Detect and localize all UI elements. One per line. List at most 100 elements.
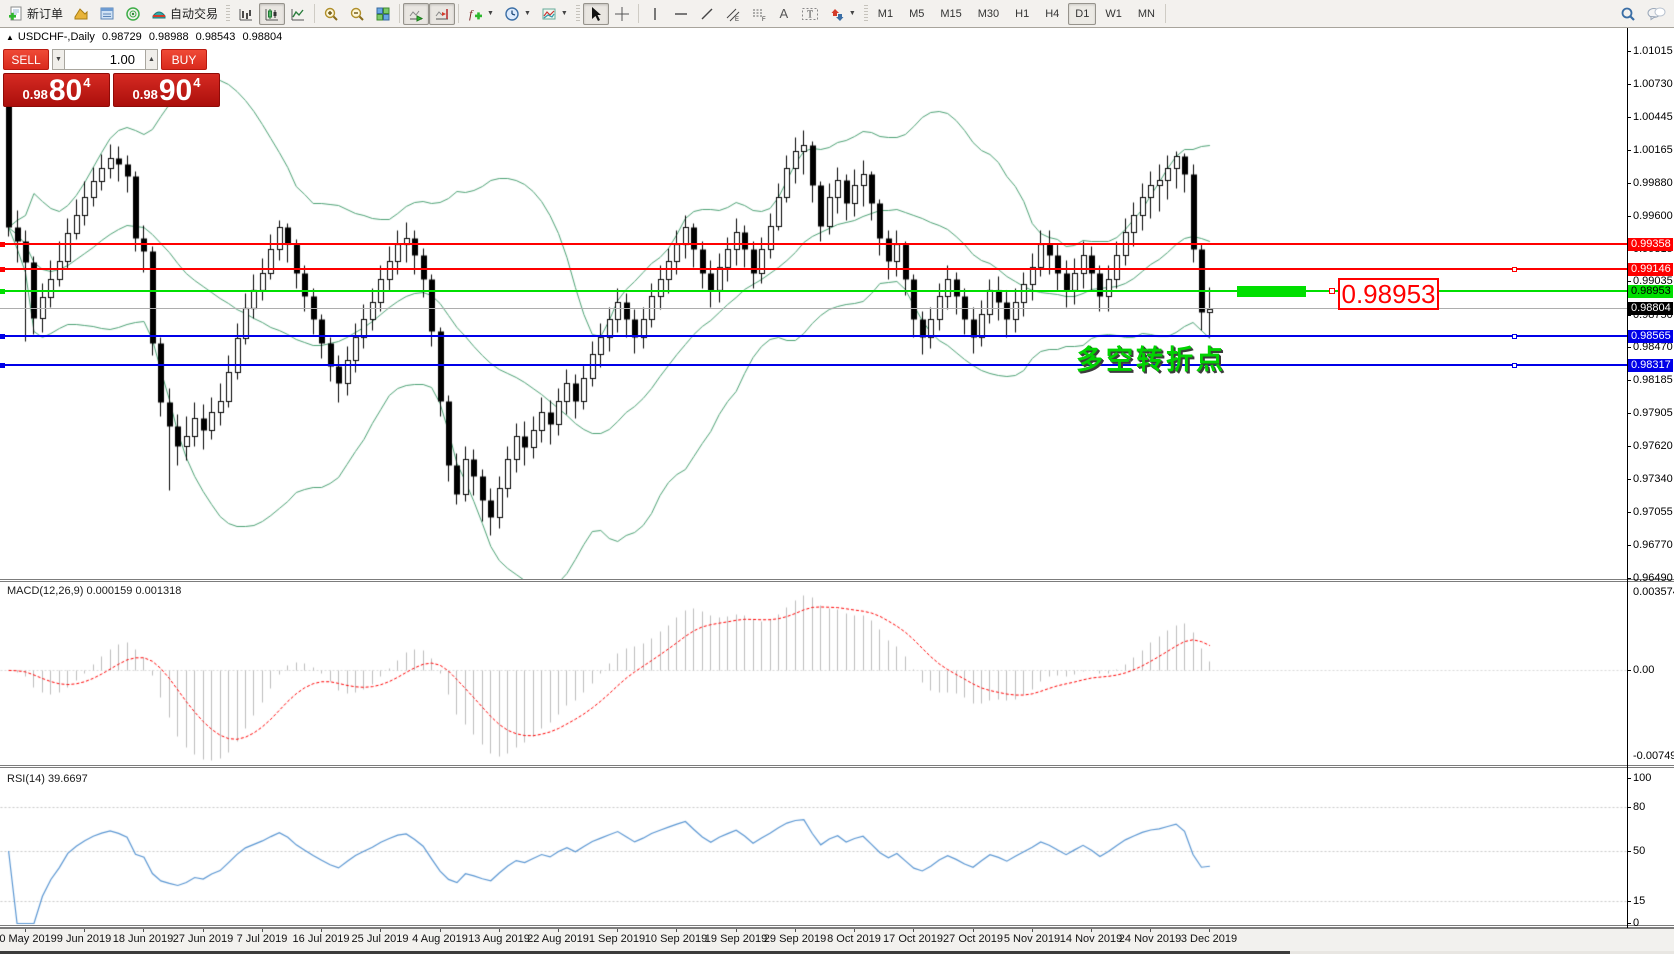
chart-shift-icon	[434, 6, 450, 22]
crosshair-icon	[614, 6, 630, 22]
price-axis-tick	[1627, 512, 1631, 513]
periods-button[interactable]: ▼	[499, 3, 536, 25]
toolbar-separator	[1164, 4, 1166, 23]
highlight-rectangle-object[interactable]	[1237, 286, 1306, 297]
buy-price-panel[interactable]: 0.98 90 4	[113, 73, 220, 107]
hline-object[interactable]	[0, 243, 1627, 245]
rsi-axis-label: 15	[1633, 895, 1646, 907]
symbol-header: ▲ USDCHF-,Daily 0.98729 0.98988 0.98543 0…	[6, 31, 286, 43]
hline-right-handle[interactable]	[1512, 334, 1517, 339]
macd-canvas[interactable]	[0, 582, 1627, 765]
price-axis-tick	[1627, 380, 1631, 381]
svg-text:f: f	[469, 7, 474, 21]
market-watch-icon	[99, 6, 115, 22]
market-watch-button[interactable]	[94, 3, 120, 25]
indicators-button[interactable]: f ▼	[462, 3, 499, 25]
sell-price-panel[interactable]: 0.98 80 4	[3, 73, 110, 107]
timeframe-D1[interactable]: D1	[1068, 2, 1097, 25]
callout-anchor-handle[interactable]	[1329, 288, 1335, 294]
timeframe-W1[interactable]: W1	[1105, 7, 1122, 20]
timeframe-H4[interactable]: H4	[1045, 7, 1060, 20]
templates-button[interactable]: ▼	[536, 3, 573, 25]
price-axis-label: 0.98185	[1633, 374, 1673, 386]
arrows-tool-button[interactable]: ▼	[824, 3, 861, 25]
hline-right-handle[interactable]	[1512, 267, 1517, 272]
price-axis-tick	[1627, 578, 1631, 579]
arrows-icon	[829, 6, 845, 22]
price-callout-object[interactable]: 0.98953	[1338, 278, 1439, 310]
time-axis-tick	[1032, 929, 1033, 932]
signals-button[interactable]	[120, 3, 146, 25]
date-label: 24 Nov 2019	[1118, 933, 1182, 945]
time-axis-tick	[440, 929, 441, 932]
search-button[interactable]	[1615, 3, 1641, 25]
volume-increase-button[interactable]: ▲	[145, 49, 158, 70]
trendline-tool-button[interactable]	[694, 3, 720, 25]
hline-object[interactable]	[0, 335, 1627, 337]
rsi-axis-tick	[1627, 923, 1631, 924]
timeframe-MN[interactable]: MN	[1137, 7, 1155, 20]
tile-windows-icon	[375, 6, 391, 22]
time-axis-tick	[854, 929, 855, 932]
text-tool-button[interactable]: A	[772, 3, 796, 25]
hline-object[interactable]	[0, 268, 1627, 270]
date-label: 16 Jul 2019	[292, 933, 350, 945]
sell-button[interactable]: SELL	[3, 49, 49, 70]
hline-left-marker	[0, 267, 5, 272]
fibonacci-tool-button[interactable]: F	[746, 3, 772, 25]
toolbar-drag-handle	[863, 4, 868, 23]
zoom-in-icon	[323, 6, 339, 22]
hline-object[interactable]	[0, 364, 1627, 366]
rsi-axis-label: 80	[1633, 801, 1646, 813]
zoom-in-button[interactable]	[318, 3, 344, 25]
collapse-arrow-icon[interactable]: ▲	[6, 33, 14, 42]
price-axis-label: 0.96770	[1633, 539, 1673, 551]
hline-left-marker	[0, 242, 5, 247]
volume-decrease-button[interactable]: ▼	[52, 49, 65, 70]
volume-input[interactable]: 1.00	[65, 49, 145, 70]
trendline-icon	[699, 6, 715, 22]
chart-bars-button[interactable]	[233, 3, 259, 25]
chat-icon	[1646, 6, 1666, 22]
timeframe-H1[interactable]: H1	[1015, 7, 1030, 20]
autotrading-icon	[151, 6, 167, 22]
price-axis-label: 0.96490	[1633, 572, 1673, 584]
date-label: 7 Jul 2019	[236, 933, 288, 945]
zoom-out-button[interactable]	[344, 3, 370, 25]
price-axis-label: 0.99035	[1633, 275, 1673, 287]
chart-candles-button[interactable]	[259, 2, 286, 25]
new-order-button[interactable]: 新订单	[3, 3, 68, 25]
vertical-line-tool-button[interactable]	[642, 3, 668, 25]
annotation-note-text[interactable]: 多空转折点	[1076, 345, 1226, 375]
rsi-axis-label: 50	[1633, 845, 1646, 857]
macd-label: MACD(12,26,9) 0.000159 0.001318	[7, 585, 182, 597]
autotrading-button[interactable]: 自动交易	[146, 3, 223, 25]
cursor-tool-button[interactable]	[582, 2, 609, 25]
hline-object[interactable]	[0, 290, 1627, 292]
tile-windows-button[interactable]	[370, 3, 396, 25]
text-label-tool-button[interactable]: T	[796, 3, 824, 25]
pane-splitter-rsi[interactable]	[0, 765, 1674, 768]
channel-tool-button[interactable]: E	[720, 3, 746, 25]
rsi-canvas[interactable]	[0, 768, 1627, 925]
chart-shift-button[interactable]	[429, 2, 456, 25]
profiles-button[interactable]	[68, 3, 94, 25]
auto-scroll-button[interactable]	[403, 2, 430, 25]
chat-button[interactable]	[1641, 3, 1671, 25]
time-axis-tick	[262, 929, 263, 932]
timeframe-M1[interactable]: M1	[877, 7, 894, 20]
ohlc-low: 0.98543	[195, 31, 236, 43]
time-axis-tick	[25, 929, 26, 932]
time-axis-tick	[321, 929, 322, 932]
timeframe-M5[interactable]: M5	[909, 7, 925, 20]
chart-line-button[interactable]	[285, 3, 311, 25]
hline-right-handle[interactable]	[1512, 363, 1517, 368]
timeframe-M30[interactable]: M30	[977, 7, 1000, 20]
pane-splitter-macd[interactable]	[0, 579, 1674, 582]
timeframe-M15[interactable]: M15	[940, 7, 962, 20]
buy-button[interactable]: BUY	[161, 49, 207, 70]
horizontal-line-tool-button[interactable]	[668, 3, 694, 25]
date-label: 4 Aug 2019	[412, 933, 468, 945]
crosshair-tool-button[interactable]	[609, 3, 635, 25]
